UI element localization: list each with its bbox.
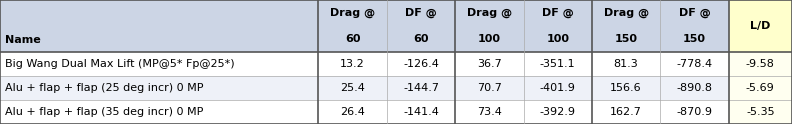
Text: Drag @: Drag @ bbox=[330, 8, 375, 18]
Bar bbox=[592, 76, 661, 100]
Text: 73.4: 73.4 bbox=[477, 107, 502, 117]
Text: 60: 60 bbox=[413, 34, 428, 44]
Bar bbox=[455, 52, 524, 76]
Bar bbox=[386, 76, 455, 100]
Bar bbox=[0, 0, 318, 52]
Text: -144.7: -144.7 bbox=[403, 83, 439, 93]
Bar bbox=[318, 100, 386, 124]
Bar bbox=[318, 0, 386, 52]
Bar bbox=[729, 0, 792, 52]
Text: -141.4: -141.4 bbox=[403, 107, 439, 117]
Bar bbox=[661, 100, 729, 124]
Bar bbox=[0, 52, 318, 76]
Text: DF @: DF @ bbox=[406, 8, 437, 18]
Text: -5.69: -5.69 bbox=[746, 83, 775, 93]
Text: L/D: L/D bbox=[750, 21, 771, 31]
Text: 150: 150 bbox=[615, 34, 638, 44]
Bar bbox=[661, 76, 729, 100]
Text: 162.7: 162.7 bbox=[610, 107, 642, 117]
Text: 156.6: 156.6 bbox=[611, 83, 642, 93]
Text: -9.58: -9.58 bbox=[746, 59, 775, 69]
Text: DF @: DF @ bbox=[679, 8, 710, 18]
Text: -870.9: -870.9 bbox=[676, 107, 713, 117]
Bar bbox=[592, 100, 661, 124]
Bar bbox=[318, 76, 386, 100]
Bar bbox=[455, 0, 524, 52]
Text: -5.35: -5.35 bbox=[746, 107, 775, 117]
Bar bbox=[524, 0, 592, 52]
Text: Alu + flap + flap (35 deg incr) 0 MP: Alu + flap + flap (35 deg incr) 0 MP bbox=[5, 107, 203, 117]
Text: -126.4: -126.4 bbox=[403, 59, 439, 69]
Bar bbox=[386, 100, 455, 124]
Text: 60: 60 bbox=[345, 34, 360, 44]
Text: 70.7: 70.7 bbox=[477, 83, 502, 93]
Text: DF @: DF @ bbox=[542, 8, 573, 18]
Text: Name: Name bbox=[5, 35, 40, 45]
Bar bbox=[455, 100, 524, 124]
Bar bbox=[524, 100, 592, 124]
Bar bbox=[729, 100, 792, 124]
Bar bbox=[661, 0, 729, 52]
Text: Drag @: Drag @ bbox=[466, 8, 512, 18]
Text: -401.9: -401.9 bbox=[540, 83, 576, 93]
Text: 26.4: 26.4 bbox=[341, 107, 365, 117]
Bar bbox=[0, 76, 318, 100]
Text: Big Wang Dual Max Lift (MP@5* Fp@25*): Big Wang Dual Max Lift (MP@5* Fp@25*) bbox=[5, 59, 234, 69]
Bar bbox=[524, 52, 592, 76]
Text: 100: 100 bbox=[546, 34, 569, 44]
Bar bbox=[729, 76, 792, 100]
Text: 25.4: 25.4 bbox=[341, 83, 365, 93]
Bar bbox=[524, 76, 592, 100]
Text: 100: 100 bbox=[478, 34, 501, 44]
Text: 150: 150 bbox=[683, 34, 706, 44]
Bar bbox=[661, 52, 729, 76]
Bar bbox=[386, 52, 455, 76]
Bar bbox=[592, 52, 661, 76]
Bar bbox=[0, 100, 318, 124]
Bar bbox=[729, 52, 792, 76]
Text: Alu + flap + flap (25 deg incr) 0 MP: Alu + flap + flap (25 deg incr) 0 MP bbox=[5, 83, 204, 93]
Bar bbox=[318, 52, 386, 76]
Bar bbox=[455, 76, 524, 100]
Bar bbox=[592, 0, 661, 52]
Text: 81.3: 81.3 bbox=[614, 59, 638, 69]
Text: -778.4: -778.4 bbox=[676, 59, 713, 69]
Text: -890.8: -890.8 bbox=[676, 83, 713, 93]
Text: -392.9: -392.9 bbox=[539, 107, 576, 117]
Text: 36.7: 36.7 bbox=[477, 59, 502, 69]
Text: 13.2: 13.2 bbox=[341, 59, 365, 69]
Text: -351.1: -351.1 bbox=[540, 59, 576, 69]
Bar bbox=[386, 0, 455, 52]
Text: Drag @: Drag @ bbox=[604, 8, 649, 18]
